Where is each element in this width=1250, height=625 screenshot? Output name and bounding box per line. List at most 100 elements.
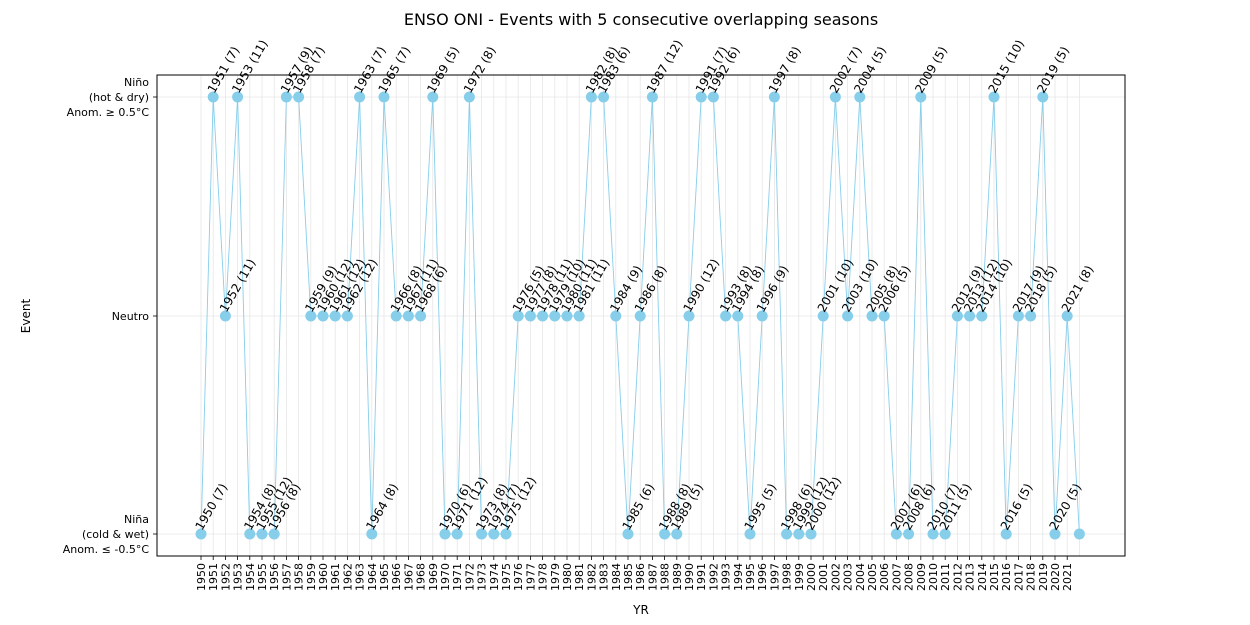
data-point: [683, 310, 695, 322]
y-tick-label: Anom. ≥ 0.5°C: [67, 106, 150, 119]
y-tick-label: Anom. ≤ -0.5°C: [63, 543, 150, 556]
x-tick-label: 1997: [768, 563, 781, 591]
x-tick-label: 1989: [671, 563, 684, 591]
x-tick-label: 1974: [488, 563, 501, 591]
data-point: [1037, 91, 1049, 103]
x-tick-label: 1985: [622, 563, 635, 591]
x-tick-label: 2015: [988, 563, 1001, 591]
x-tick-label: 2019: [1037, 563, 1050, 591]
data-point: [427, 91, 439, 103]
data-point: [207, 91, 219, 103]
data-point: [585, 91, 597, 103]
chart-title: ENSO ONI - Events with 5 consecutive ove…: [404, 10, 878, 29]
data-point: [951, 310, 963, 322]
data-point: [488, 528, 500, 540]
data-label: 2009 (5): [912, 44, 950, 95]
x-tick-label: 1969: [427, 563, 440, 591]
data-point: [305, 310, 317, 322]
x-tick-label: 1970: [439, 563, 452, 591]
x-tick-label: 1991: [695, 563, 708, 591]
data-point: [671, 528, 683, 540]
x-tick-label: 2010: [927, 563, 940, 591]
data-point: [378, 91, 390, 103]
data-point: [781, 528, 793, 540]
data-label: 2021 (8): [1059, 263, 1097, 314]
data-point: [610, 310, 622, 322]
x-tick-label: 1976: [512, 563, 525, 591]
data-point: [732, 310, 744, 322]
x-tick-label: 1964: [366, 563, 379, 591]
data-point: [232, 91, 244, 103]
x-tick-label: 1973: [476, 563, 489, 591]
x-tick-label: 1962: [341, 563, 354, 591]
x-tick-label: 2011: [939, 563, 952, 591]
x-tick-label: 1981: [573, 563, 586, 591]
data-point: [390, 310, 402, 322]
x-tick-label: 2013: [964, 563, 977, 591]
x-tick-label: 2006: [878, 563, 891, 591]
data-point: [219, 310, 231, 322]
data-point: [854, 91, 866, 103]
data-point: [598, 91, 610, 103]
data-point: [512, 310, 524, 322]
data-point: [622, 528, 634, 540]
data-point: [829, 91, 841, 103]
x-tick-label: 2007: [890, 563, 903, 591]
x-tick-label: 1961: [329, 563, 342, 591]
x-tick-label: 1987: [646, 563, 659, 591]
data-point: [1000, 528, 1012, 540]
y-tick-label: (cold & wet): [82, 528, 149, 541]
x-tick-label: 1978: [537, 563, 550, 591]
data-point: [939, 528, 951, 540]
data-point: [1061, 310, 1073, 322]
x-tick-label: 2021: [1061, 563, 1074, 591]
x-tick-label: 1993: [720, 563, 733, 591]
x-tick-label: 1957: [280, 563, 293, 591]
data-point: [817, 310, 829, 322]
x-tick-label: 1960: [317, 563, 330, 591]
x-tick-label: 2009: [915, 563, 928, 591]
x-tick-label: 2018: [1025, 563, 1038, 591]
x-tick-label: 1968: [415, 563, 428, 591]
x-tick-label: 1954: [244, 563, 257, 591]
x-tick-label: 1951: [207, 563, 220, 591]
x-tick-label: 2008: [903, 563, 916, 591]
data-point: [793, 528, 805, 540]
data-point: [402, 310, 414, 322]
x-tick-label: 1979: [549, 563, 562, 591]
x-axis-label: YR: [632, 603, 649, 617]
x-tick-label: 1995: [744, 563, 757, 591]
data-point: [878, 310, 890, 322]
data-point: [268, 528, 280, 540]
data-point: [415, 310, 427, 322]
data-point: [915, 91, 927, 103]
data-label: 1997 (8): [766, 44, 804, 95]
series-oni-events: 1950 (7)1951 (7)1952 (11)1953 (11)1954 (…: [192, 37, 1097, 540]
y-tick-label: Neutro: [112, 310, 150, 323]
data-point: [756, 310, 768, 322]
data-point: [1049, 528, 1061, 540]
x-tick-label: 2020: [1049, 563, 1062, 591]
y-axis-ticks: Niña (cold & wet) Anom. ≤ -0.5°C Neutro Niño…: [63, 76, 157, 556]
x-tick-label: 2001: [817, 563, 830, 591]
x-tick-label: 2004: [854, 563, 867, 591]
x-tick-label: 1988: [659, 563, 672, 591]
data-point: [317, 310, 329, 322]
x-tick-label: 2017: [1012, 563, 1025, 591]
data-point: [537, 310, 549, 322]
x-tick-label: 1999: [793, 563, 806, 591]
x-tick-label: 1956: [268, 563, 281, 591]
x-axis-ticks: 1950 1951 1952 1953 1954 1955 1956 1957 1958 1959…: [195, 556, 1074, 591]
y-tick-label: Niña: [124, 513, 149, 526]
data-point: [561, 310, 573, 322]
x-tick-label: 1990: [683, 563, 696, 591]
data-point: [476, 528, 488, 540]
data-point: [549, 310, 561, 322]
data-point: [354, 91, 366, 103]
x-tick-label: 1958: [293, 563, 306, 591]
data-point: [805, 528, 817, 540]
data-point: [646, 91, 658, 103]
x-tick-label: 1984: [610, 563, 623, 591]
x-tick-label: 1965: [378, 563, 391, 591]
